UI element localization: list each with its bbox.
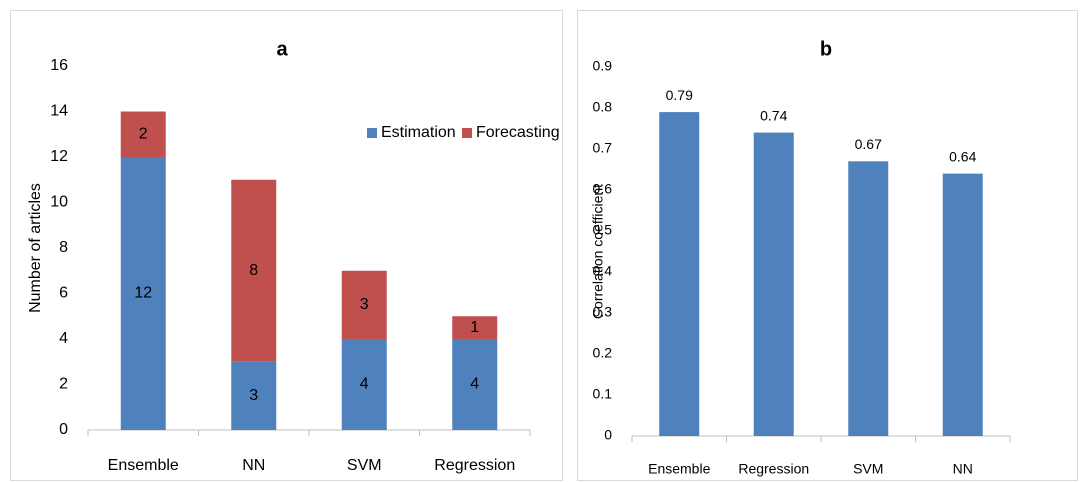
x-tick-label: NN bbox=[242, 457, 265, 474]
legend-swatch bbox=[367, 128, 377, 138]
bar bbox=[848, 161, 889, 437]
x-tick-label: Regression bbox=[738, 461, 809, 477]
x-tick-label: SVM bbox=[347, 457, 382, 474]
y-tick-label: 0.7 bbox=[593, 140, 613, 156]
bar-segment bbox=[120, 111, 166, 157]
bar-segment bbox=[341, 270, 387, 339]
y-tick-label: 0.6 bbox=[593, 181, 613, 197]
y-tick-label: 10 bbox=[50, 194, 68, 211]
bar-segment bbox=[341, 339, 387, 430]
bar-segment bbox=[231, 361, 277, 430]
bar-segment bbox=[120, 157, 166, 430]
y-tick-label: 14 bbox=[50, 103, 68, 120]
bar-segment bbox=[452, 316, 498, 339]
y-axis-label: Number of articles bbox=[27, 183, 44, 313]
data-label: 1 bbox=[470, 319, 479, 336]
bar bbox=[942, 173, 983, 436]
chart-title: a bbox=[276, 38, 288, 60]
y-tick-label: 0.8 bbox=[593, 99, 613, 115]
data-label: 0.79 bbox=[666, 87, 693, 103]
data-label: 8 bbox=[249, 262, 258, 279]
data-label: 3 bbox=[360, 296, 369, 313]
panel-frame bbox=[10, 10, 563, 481]
y-tick-label: 0.3 bbox=[593, 304, 613, 320]
y-tick-label: 2 bbox=[59, 376, 68, 393]
y-tick-label: 6 bbox=[59, 285, 68, 302]
data-label: 12 bbox=[134, 285, 152, 302]
y-tick-label: 16 bbox=[50, 57, 68, 74]
y-axis-label: Correlation coefficient bbox=[590, 184, 606, 319]
y-tick-label: 0.1 bbox=[593, 386, 613, 402]
x-tick-label: Regression bbox=[434, 457, 515, 474]
data-label: 0.67 bbox=[855, 136, 882, 152]
y-tick-label: 8 bbox=[59, 239, 68, 256]
data-label: 4 bbox=[360, 376, 369, 393]
legend-label: Estimation bbox=[381, 124, 456, 141]
y-tick-label: 0.9 bbox=[593, 58, 613, 74]
data-label: 0.64 bbox=[949, 148, 976, 164]
x-tick-label: NN bbox=[953, 461, 973, 477]
bar-segment bbox=[452, 339, 498, 430]
legend-label: Forecasting bbox=[476, 124, 560, 141]
y-tick-label: 0.4 bbox=[593, 263, 613, 279]
bar bbox=[659, 112, 700, 436]
data-label: 4 bbox=[470, 376, 479, 393]
x-tick-label: Ensemble bbox=[108, 457, 179, 474]
legend-swatch bbox=[462, 128, 472, 138]
x-tick-label: SVM bbox=[853, 461, 883, 477]
data-label: 2 bbox=[139, 125, 148, 142]
y-tick-label: 4 bbox=[59, 330, 68, 347]
y-tick-label: 0 bbox=[604, 427, 612, 443]
panel-frame bbox=[577, 10, 1078, 481]
bar-segment bbox=[231, 179, 277, 362]
data-label: 0.74 bbox=[760, 107, 787, 123]
y-tick-label: 12 bbox=[50, 148, 68, 165]
x-tick-label: Ensemble bbox=[648, 461, 710, 477]
data-label: 3 bbox=[249, 387, 258, 404]
chart-title: b bbox=[820, 38, 832, 60]
y-tick-label: 0.2 bbox=[593, 345, 613, 361]
bar bbox=[753, 132, 794, 436]
y-tick-label: 0.5 bbox=[593, 222, 613, 238]
y-tick-label: 0 bbox=[59, 421, 68, 438]
